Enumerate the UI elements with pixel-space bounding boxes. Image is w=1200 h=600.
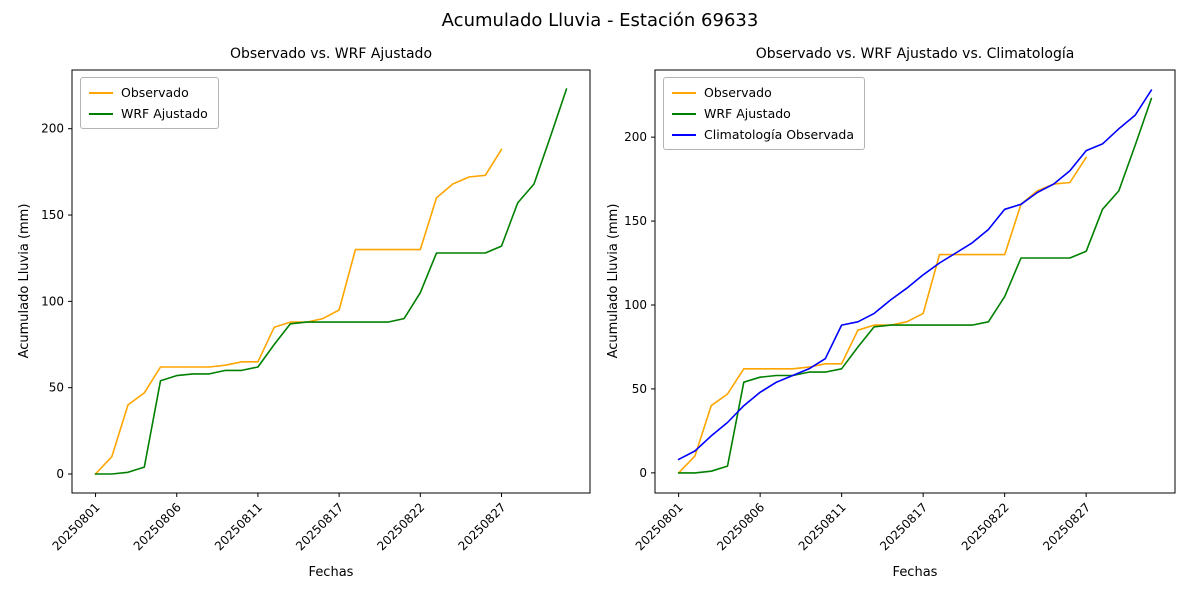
x-tick-label: 20250806 (131, 500, 184, 553)
legend-right: Observado WRF Ajustado Climatología Observ… (663, 77, 865, 150)
legend-swatch (89, 112, 113, 115)
x-axis-label-right: Fechas (892, 565, 938, 580)
legend-entry: Observado (672, 85, 854, 100)
y-tick-label: 50 (49, 381, 64, 395)
y-tick-label: 100 (624, 298, 647, 312)
series-line (677, 156, 1087, 474)
y-axis-label-left: Acumulado Lluvia (mm) (17, 203, 32, 359)
legend-label: Observado (704, 85, 772, 100)
y-tick-label: 100 (41, 294, 64, 308)
y-tick-label: 0 (639, 466, 647, 480)
y-tick-label: 200 (41, 122, 64, 136)
figure-title: Acumulado Lluvia - Estación 69633 (441, 10, 759, 31)
y-tick-label: 150 (624, 214, 647, 228)
legend-left: Observado WRF Ajustado (80, 77, 219, 129)
legend-label: WRF Ajustado (121, 106, 208, 121)
legend-entry: Climatología Observada (672, 127, 854, 142)
x-tick-label: 20250817 (877, 500, 930, 553)
axes-frame (654, 69, 1176, 494)
legend-label: Climatología Observada (704, 127, 854, 142)
legend-entry: WRF Ajustado (89, 106, 208, 121)
x-tick-label: 20250801 (633, 500, 686, 553)
series-line (94, 148, 503, 475)
subplot-title-right: Observado vs. WRF Ajustado vs. Climatolo… (755, 46, 1075, 62)
legend-label: Observado (121, 85, 189, 100)
y-tick-label: 0 (56, 467, 64, 481)
series-line (94, 88, 568, 475)
legend-swatch (672, 133, 696, 136)
x-tick-label: 20250827 (456, 500, 509, 553)
legend-swatch (672, 112, 696, 115)
legend-entry: Observado (89, 85, 208, 100)
axes-frame (71, 69, 591, 494)
y-tick-label: 200 (624, 130, 647, 144)
x-tick-label: 20250822 (374, 500, 427, 553)
x-tick-label: 20250801 (50, 500, 103, 553)
x-tick-label: 20250817 (293, 500, 346, 553)
series-line (677, 97, 1153, 474)
y-tick-label: 50 (632, 382, 647, 396)
x-tick-label: 20250822 (959, 500, 1012, 553)
legend-entry: WRF Ajustado (672, 106, 854, 121)
series-line (677, 89, 1153, 461)
y-tick-label: 150 (41, 208, 64, 222)
legend-swatch (89, 91, 113, 94)
y-axis-label-right: Acumulado Lluvia (mm) (606, 203, 621, 359)
x-tick-label: 20250811 (212, 500, 265, 553)
legend-label: WRF Ajustado (704, 106, 791, 121)
subplot-title-left: Observado vs. WRF Ajustado (229, 46, 433, 62)
x-tick-label: 20250806 (714, 500, 767, 553)
x-axis-label-left: Fechas (308, 565, 354, 580)
x-tick-label: 20250811 (796, 500, 849, 553)
legend-swatch (672, 91, 696, 94)
x-tick-label: 20250827 (1040, 500, 1093, 553)
